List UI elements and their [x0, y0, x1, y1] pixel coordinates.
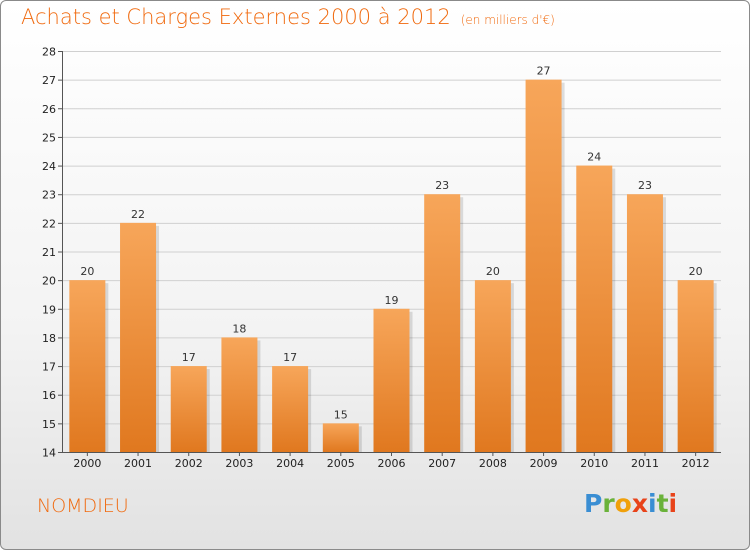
bar[interactable] — [373, 308, 410, 452]
logo-letter: x — [631, 489, 648, 518]
chart-subtitle: (en milliers d'€) — [460, 13, 555, 27]
logo-letter: i — [648, 489, 657, 518]
bar[interactable] — [69, 280, 106, 452]
data-label: 20 — [486, 265, 500, 278]
x-tick-label: 2012 — [682, 457, 710, 470]
bar[interactable] — [120, 222, 157, 452]
bar[interactable] — [626, 194, 663, 452]
town-name: NOMDIEU — [37, 495, 129, 517]
bar[interactable] — [576, 165, 613, 453]
data-label: 23 — [638, 179, 652, 192]
x-tick-label: 2002 — [175, 457, 203, 470]
x-tick-label: 2011 — [631, 457, 659, 470]
y-tick-label: 18 — [42, 332, 56, 345]
y-tick-label: 15 — [42, 418, 56, 431]
logo-letter: o — [614, 489, 632, 518]
chart-title-text: Achats et Charges Externes 2000 à 2012 — [21, 5, 451, 29]
data-labels: 20 22 17 18 17 15 19 23 20 27 24 23 20 — [80, 65, 702, 422]
y-tick-label: 17 — [42, 361, 56, 374]
x-tick-label: 2007 — [428, 457, 456, 470]
bar[interactable] — [170, 366, 207, 452]
data-label: 18 — [232, 322, 246, 335]
data-label: 27 — [537, 65, 551, 78]
x-tick-label: 2004 — [276, 457, 304, 470]
logo-letter: t — [656, 489, 669, 518]
data-label: 17 — [283, 351, 297, 364]
y-tick-label: 19 — [42, 303, 56, 316]
bar[interactable] — [474, 280, 511, 452]
x-tick-label: 2003 — [225, 457, 253, 470]
bar[interactable] — [221, 337, 258, 452]
logo-letter: P — [584, 489, 603, 518]
axes: 14 15 16 17 18 19 20 21 22 23 24 25 26 27 28 2000 2001 20… — [42, 46, 721, 470]
data-label: 22 — [131, 208, 145, 221]
y-tick-label: 24 — [42, 160, 56, 173]
x-tick-label: 2000 — [73, 457, 101, 470]
data-label: 20 — [80, 265, 94, 278]
data-label: 24 — [587, 151, 601, 164]
data-label: 19 — [385, 294, 399, 307]
bar[interactable] — [677, 280, 714, 452]
y-tick-label: 22 — [42, 217, 56, 230]
bar[interactable] — [424, 194, 461, 452]
y-tick-label: 26 — [42, 103, 56, 116]
data-label: 20 — [689, 265, 703, 278]
x-tick-label: 2008 — [479, 457, 507, 470]
x-tick-label: 2010 — [580, 457, 608, 470]
logo-letter: r — [602, 489, 615, 518]
data-label: 15 — [334, 408, 348, 421]
y-tick-label: 16 — [42, 389, 56, 402]
data-label: 23 — [435, 179, 449, 192]
y-tick-label: 21 — [42, 246, 56, 259]
x-tick-label: 2001 — [124, 457, 152, 470]
x-tick-label: 2009 — [530, 457, 558, 470]
logo-letter: i — [668, 489, 678, 518]
y-tick-label: 25 — [42, 131, 56, 144]
y-tick-label: 14 — [42, 447, 56, 460]
chart-title: Achats et Charges Externes 2000 à 2012 (e… — [21, 5, 555, 29]
bar[interactable] — [272, 366, 309, 452]
y-tick-label: 27 — [42, 74, 56, 87]
x-tick-label: 2006 — [378, 457, 406, 470]
bars — [69, 79, 717, 453]
data-label: 17 — [182, 351, 196, 364]
proxiti-logo[interactable]: Proxiti — [584, 489, 677, 518]
y-tick-label: 28 — [42, 46, 56, 59]
bar[interactable] — [525, 79, 562, 453]
y-tick-label: 23 — [42, 189, 56, 202]
y-tick-label: 20 — [42, 275, 56, 288]
x-tick-label: 2005 — [327, 457, 355, 470]
bar[interactable] — [322, 423, 359, 452]
